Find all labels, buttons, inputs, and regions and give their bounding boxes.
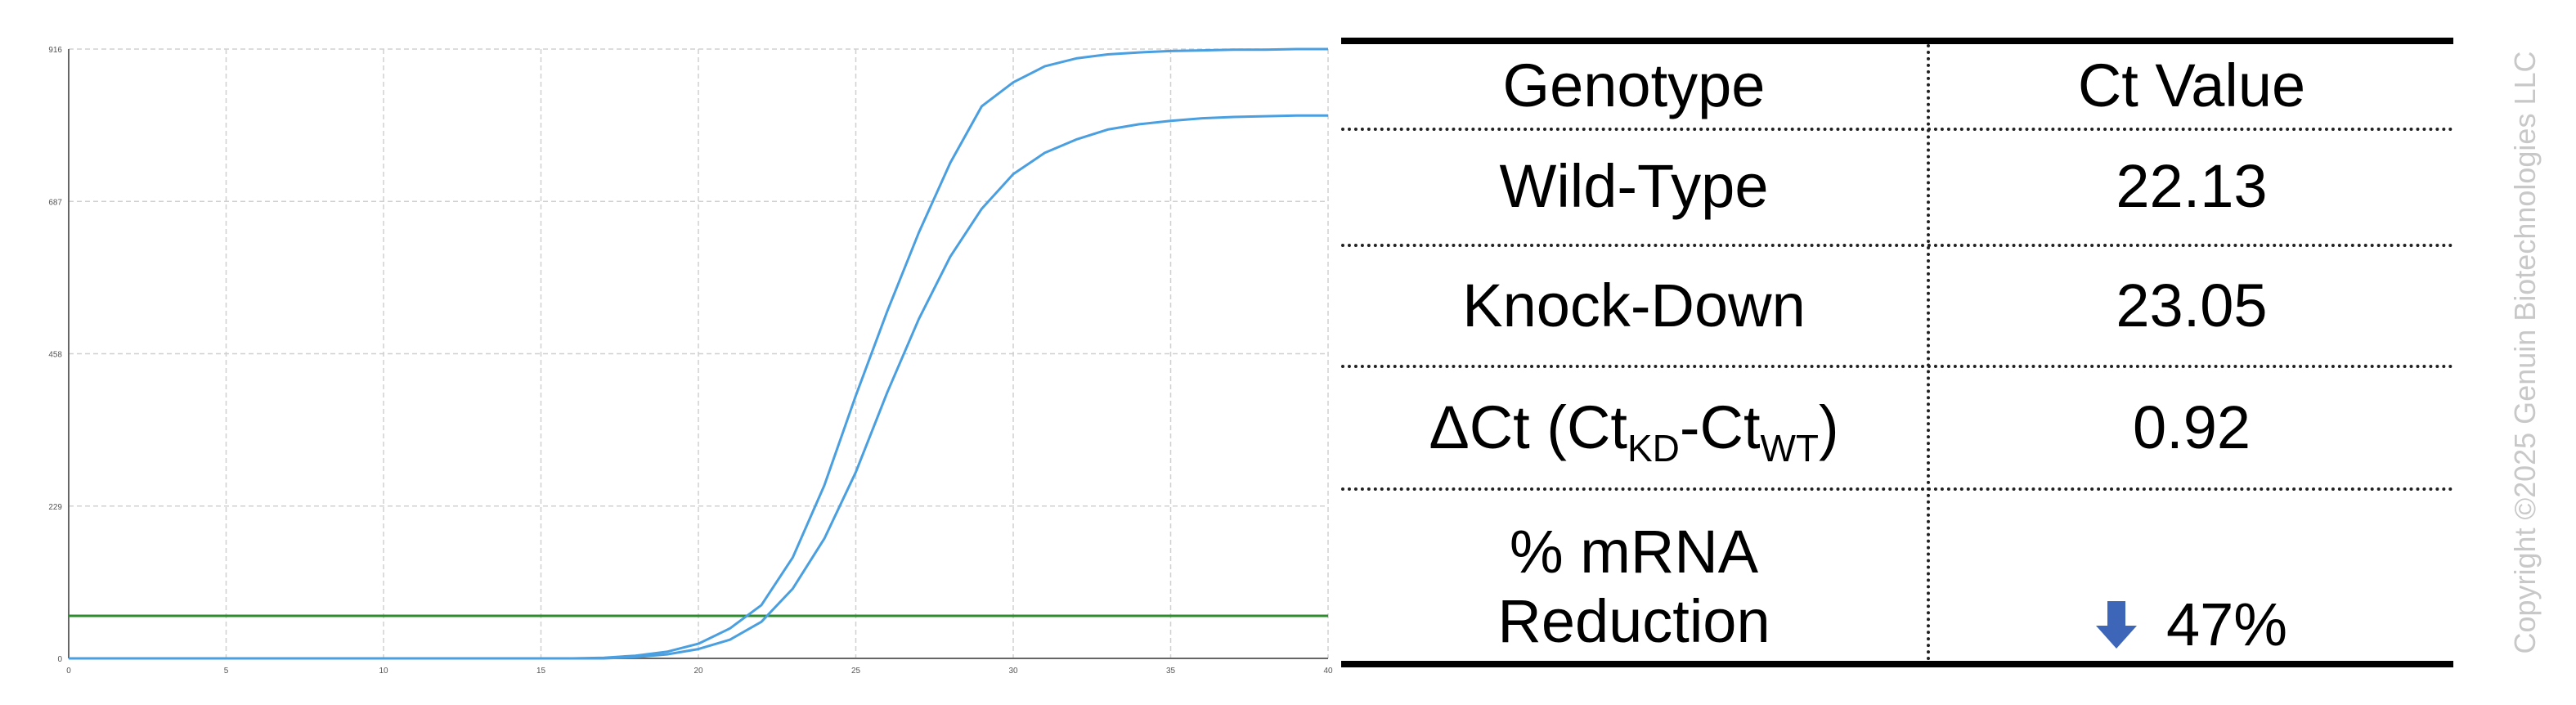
genotype-knock-down: Knock-Down [1462,272,1806,339]
down-arrow-icon [2095,601,2137,649]
x-tick-label: 25 [851,667,861,676]
x-tick-label: 15 [536,667,546,676]
table-bottom-rule [1341,661,2453,667]
table-top-rule [1341,38,2453,44]
reduction-label-line1: % mRNA [1509,517,1759,586]
header-ct-value: Ct Value [2077,52,2306,119]
row-divider [1341,487,2453,491]
reduction-label-line2: Reduction [1497,586,1770,655]
row-divider [1341,244,2453,247]
amplification-curves [69,47,1328,660]
y-tick-label: 687 [48,198,62,207]
y-tick-label: 916 [48,46,62,55]
results-table: Genotype Ct Value Wild-Type 22.13 Knock-… [1341,38,2453,667]
x-tick-label: 35 [1166,667,1176,676]
grid-lines [68,48,1329,659]
reduction-value-cell: 47% [1930,594,2453,656]
ct-knock-down: 23.05 [2116,272,2268,339]
x-tick-label: 20 [693,667,703,676]
amplification-chart: 0 5 10 15 20 25 30 35 40 0 229 458 687 916 [48,46,1333,676]
x-tick-label: 10 [379,667,388,676]
delta-ct-text: ΔCt (CtKD-CtWT) [1429,393,1839,469]
y-tick-label: 229 [48,503,62,512]
row-divider [1341,128,2453,131]
x-tick-label: 5 [224,667,229,676]
x-tick-label: 30 [1008,667,1018,676]
reduction-label: % mRNA Reduction [1341,491,1927,656]
y-tick-label: 0 [57,655,62,664]
reduction-value: 47% [2165,590,2288,658]
amplification-plot: 0 5 10 15 20 25 30 35 40 0 229 458 687 916 [48,46,1333,676]
y-tick-label: 458 [48,351,62,360]
column-divider [1927,44,1930,661]
genotype-wild-type: Wild-Type [1499,152,1769,220]
ct-wild-type: 22.13 [2116,152,2268,220]
amplification-curve-2 [69,114,1328,660]
x-tick-label: 40 [1323,667,1333,676]
row-divider [1341,365,2453,368]
x-tick-label: 0 [66,667,71,676]
delta-ct-label: ΔCt (CtKD-CtWT) [1341,368,1927,487]
delta-ct-value: 0.92 [2132,393,2251,461]
header-genotype: Genotype [1502,52,1766,119]
tick-labels: 0 5 10 15 20 25 30 35 40 0 229 458 687 916 [48,46,1333,676]
copyright-notice: Copyright ©2025 Genuin Biotechnologies L… [2508,51,2542,654]
